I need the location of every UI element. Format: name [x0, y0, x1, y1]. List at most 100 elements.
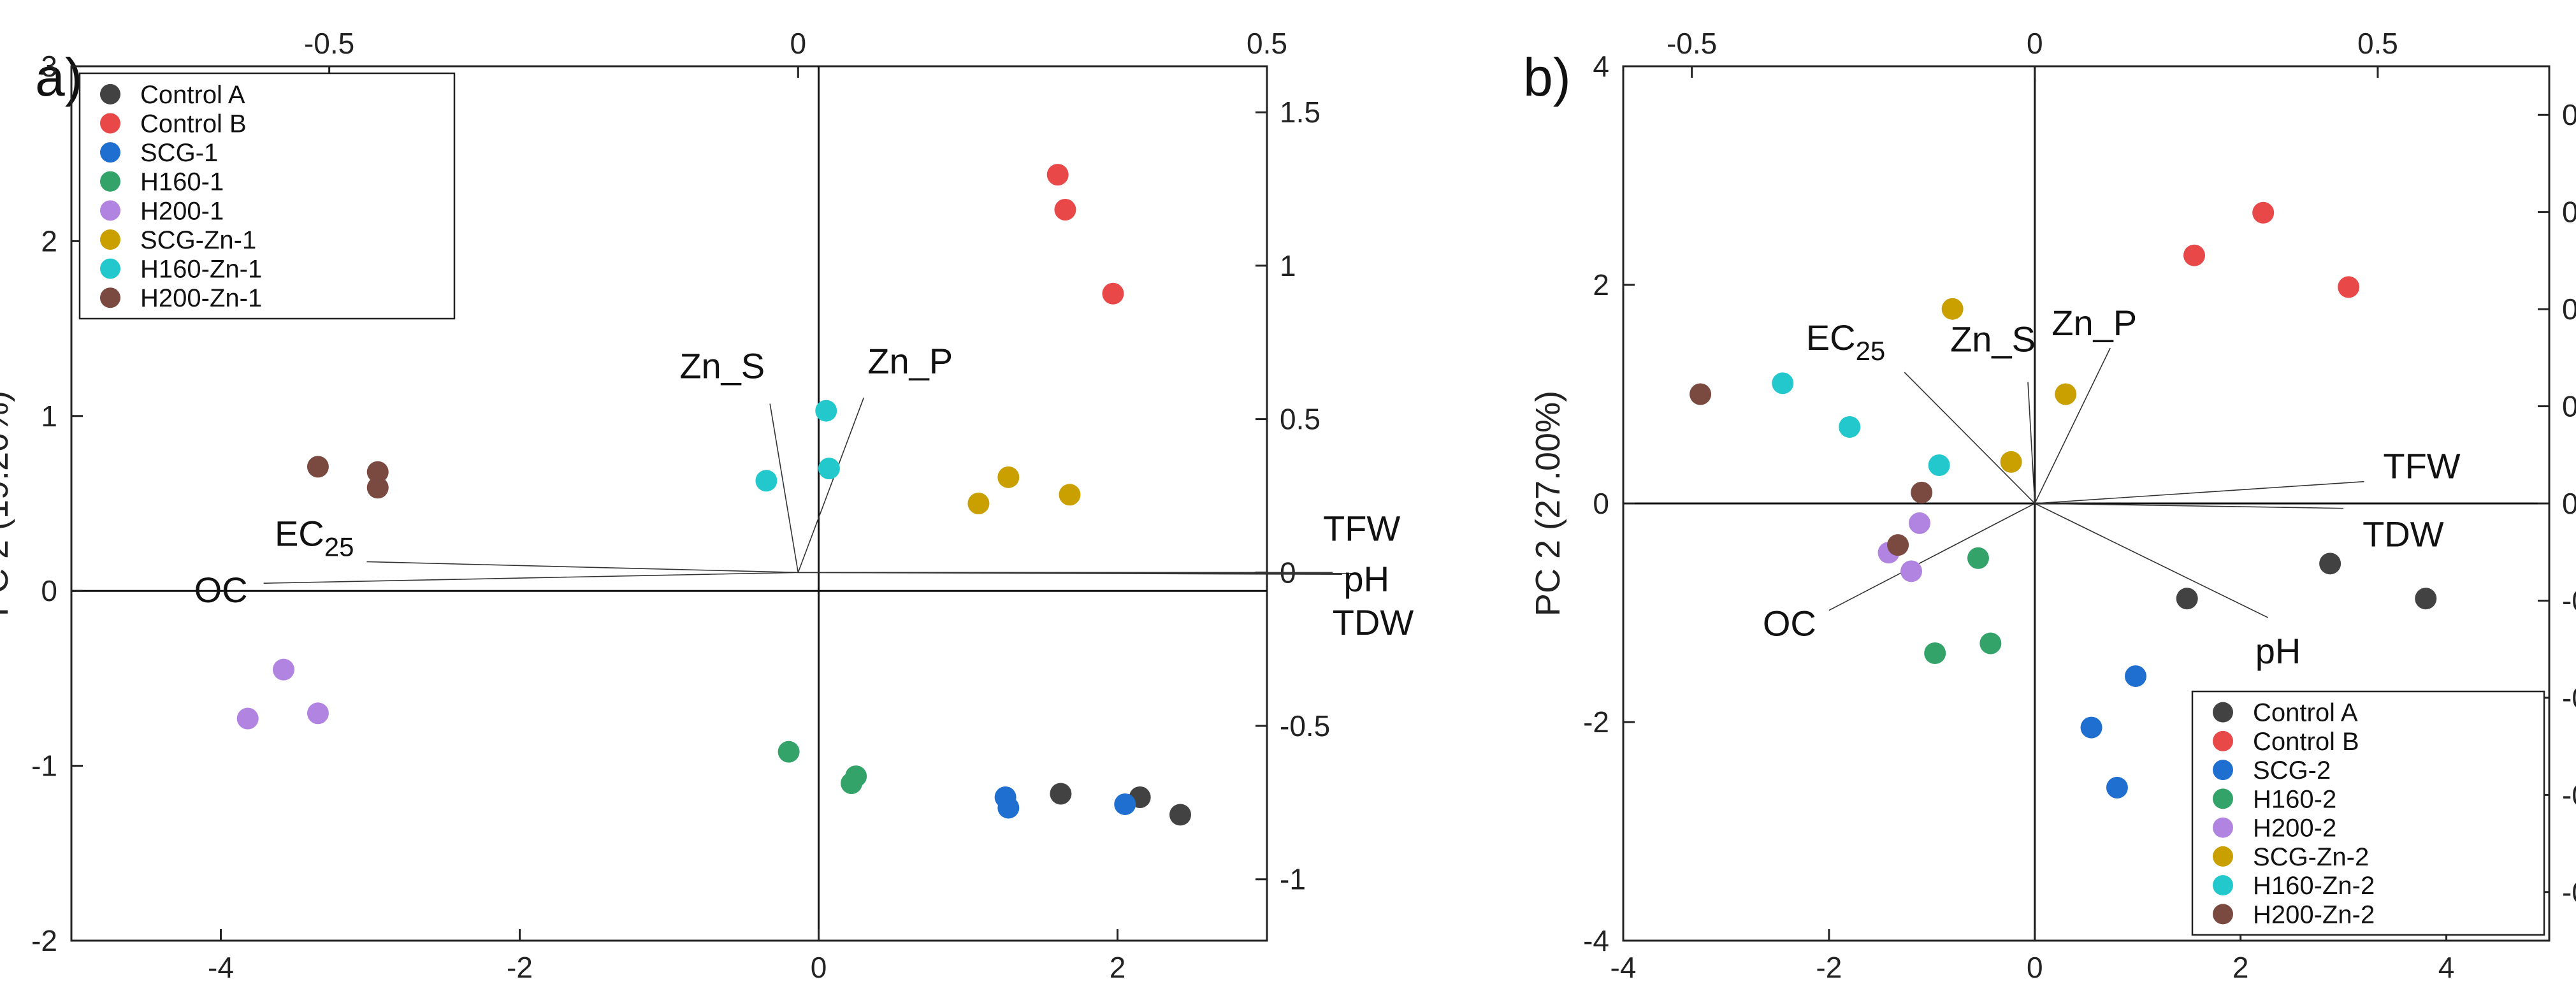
right-tick-label: 0.2: [2562, 390, 2576, 423]
loading-label-oc: OC: [194, 570, 248, 610]
legend-marker-scg-1: [100, 142, 120, 163]
loading-vector-zn-p: [2034, 347, 2111, 504]
loading-label-tdw: TDW: [1333, 602, 1414, 642]
legend-label-control-a: Control A: [2253, 699, 2358, 727]
legend-marker-h200-zn-2: [2213, 904, 2233, 925]
loading-label-tfw: TFW: [1323, 508, 1400, 548]
top-tick-label: -0.5: [1667, 27, 1717, 60]
point-scg-2: [2124, 665, 2146, 687]
point-h200-1: [236, 707, 259, 730]
point-h200-1: [307, 702, 329, 725]
score-points: [236, 164, 1191, 826]
legend-label-scg-2: SCG-2: [2253, 756, 2331, 785]
point-h200-zn-1: [307, 456, 329, 478]
loading-label-tfw: TFW: [2383, 446, 2460, 486]
loading-vector-ec25: [366, 561, 799, 574]
top-tick-label: 0: [2027, 27, 2043, 60]
point-scg-1: [1114, 793, 1136, 815]
point-h160-2: [1924, 642, 1946, 664]
loading-label-tdw: TDW: [2363, 514, 2444, 554]
right-tick-label: -0.8: [2562, 876, 2576, 909]
point-h200-zn-2: [1911, 481, 1933, 503]
legend-label-scg-zn-1: SCG-Zn-1: [140, 226, 256, 254]
right-tick-label: -1: [1280, 863, 1306, 896]
legend-marker-h200-2: [2213, 817, 2233, 838]
y-tick-label: 4: [1593, 50, 1609, 83]
point-h200-zn-2: [1690, 383, 1712, 405]
point-scg-zn-1: [997, 466, 1020, 488]
y-axis-title: PC 2 (27.00%): [1529, 391, 1567, 616]
legend-marker-control-b: [100, 113, 120, 134]
point-control-a: [1050, 783, 1072, 805]
legend-box: [2191, 690, 2545, 936]
point-scg-zn-1: [967, 493, 990, 514]
point-control-a: [2415, 588, 2437, 610]
loading-label-zn-s: Zn_S: [679, 346, 765, 386]
x-tick-label: 4: [2438, 951, 2455, 984]
point-h200-zn-1: [366, 477, 389, 499]
loading-vector-ec25: [1904, 372, 2036, 504]
loading-label-ec25: EC25: [1806, 317, 1886, 366]
right-tick-label: -0.4: [2562, 681, 2576, 714]
point-h160-zn-2: [1772, 372, 1794, 394]
loading-label-ph: pH: [1343, 559, 1389, 599]
legend-label-h160-zn-2: H160-Zn-2: [2253, 872, 2375, 900]
point-h160-zn-1: [818, 458, 840, 480]
point-scg-zn-2: [2055, 383, 2077, 405]
legend-label-h200-1: H200-1: [140, 197, 224, 225]
point-h160-1: [778, 741, 800, 763]
right-tick-label: 0.6: [2562, 196, 2576, 229]
point-h160-zn-1: [815, 400, 837, 422]
top-tick-label: 0.5: [1247, 27, 1287, 60]
y-tick-label: 0: [1593, 487, 1609, 520]
loading-label-zn-s: Zn_S: [1950, 319, 2036, 359]
point-control-b: [2183, 244, 2206, 266]
panel-b: b) -4 -2 0 2 4 -4 -2 0 2 4 -0.5 0 0.5 -0.8 -0.6 -0.4 -0.2…: [1523, 27, 2576, 984]
point-h200-2: [1908, 512, 1930, 534]
legend-label-h160-zn-1: H160-Zn-1: [140, 256, 262, 284]
point-h160-1: [841, 772, 863, 795]
legend-marker-control-b: [2213, 730, 2233, 751]
legend-label-scg-zn-2: SCG-Zn-2: [2253, 843, 2369, 871]
loading-label-ec25: EC25: [275, 513, 354, 561]
point-control-b: [1054, 199, 1076, 221]
legend-marker-control-a: [2213, 702, 2233, 723]
point-h200-zn-1: [366, 461, 389, 483]
y-tick-label: 2: [1593, 268, 1609, 301]
point-h200-2: [1900, 560, 1923, 582]
point-control-b: [1102, 282, 1124, 305]
plot-frame: [70, 65, 1268, 942]
legend-label-h200-zn-2: H200-Zn-2: [2253, 900, 2375, 929]
panel-a: a)-4-202-2-10123-0.500.5-1-0.500.511.5PC…: [0, 27, 1414, 984]
legend-marker-h200-zn-1: [100, 287, 120, 308]
point-control-a: [2176, 588, 2198, 610]
point-control-a: [2319, 553, 2341, 575]
point-h160-2: [1967, 547, 1989, 569]
point-scg-zn-2: [2000, 451, 2022, 473]
legend-label-h200-zn-1: H200-Zn-1: [140, 284, 262, 312]
legend-label-control-b: Control B: [2253, 728, 2359, 756]
loading-vector-oc: [263, 572, 799, 584]
top-tick-label: 0.5: [2357, 27, 2398, 60]
legend-marker-h160-zn-1: [100, 258, 120, 279]
legend-label-h160-1: H160-1: [140, 168, 224, 196]
right-tick-label: -0.2: [2562, 584, 2576, 617]
right-tick-label: 0.8: [2562, 98, 2576, 131]
x-tick-label: -2: [1816, 951, 1842, 984]
panel-label: a): [35, 47, 83, 107]
point-control-b: [1046, 164, 1069, 186]
legend-marker-scg-zn-2: [2213, 846, 2233, 867]
loading-vector-zn-s: [769, 403, 799, 573]
loading-label-zn-p: Zn_P: [2051, 303, 2137, 343]
loading-vector-tdw: [2034, 503, 2344, 509]
point-control-b: [2252, 201, 2275, 224]
panel-label: b): [1523, 47, 1571, 107]
right-tick-label: -0.6: [2562, 778, 2576, 811]
point-control-b: [2338, 276, 2360, 298]
right-tick-label: 1.5: [1280, 96, 1321, 129]
x-tick-label: 0: [811, 951, 827, 984]
point-scg-zn-1: [1059, 484, 1081, 506]
loading-vector-tdw: [798, 572, 1342, 575]
legend-label-control-a: Control A: [140, 81, 245, 109]
